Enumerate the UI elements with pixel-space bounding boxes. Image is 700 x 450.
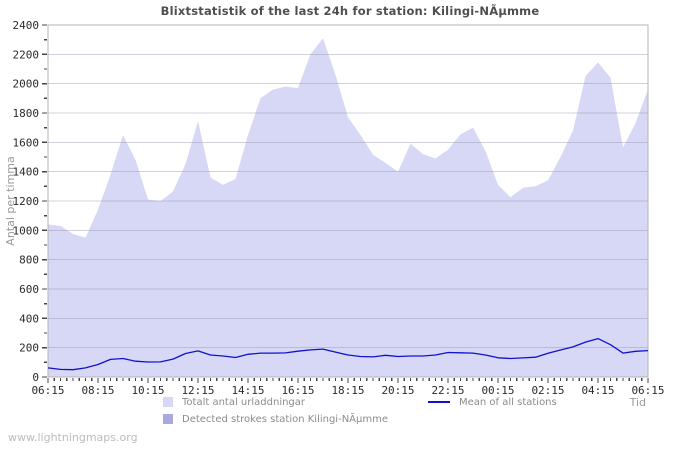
legend-item-total: Totalt antal urladdningar — [163, 396, 305, 408]
svg-text:14:15: 14:15 — [231, 384, 264, 397]
svg-text:16:15: 16:15 — [281, 384, 314, 397]
svg-text:04:15: 04:15 — [581, 384, 614, 397]
svg-text:06:15: 06:15 — [31, 384, 64, 397]
svg-text:08:15: 08:15 — [81, 384, 114, 397]
svg-text:Antal per timma: Antal per timma — [4, 156, 17, 245]
svg-text:00:15: 00:15 — [481, 384, 514, 397]
svg-text:600: 600 — [19, 283, 39, 296]
svg-text:10:15: 10:15 — [131, 384, 164, 397]
legend-label-total: Totalt antal urladdningar — [182, 396, 306, 408]
svg-text:20:15: 20:15 — [381, 384, 414, 397]
legend-item-station: Detected strokes station Kilingi-NÃµmme — [163, 413, 388, 425]
legend-swatch-station-icon — [163, 414, 173, 424]
legend-label-mean: Mean of all stations — [459, 396, 557, 408]
svg-text:02:15: 02:15 — [531, 384, 564, 397]
svg-text:1200: 1200 — [13, 195, 40, 208]
legend-line-mean-icon — [428, 401, 450, 403]
svg-text:1400: 1400 — [13, 166, 40, 179]
svg-text:400: 400 — [19, 312, 39, 325]
svg-text:12:15: 12:15 — [181, 384, 214, 397]
watermark-url: www.lightningmaps.org — [8, 431, 138, 444]
svg-text:2000: 2000 — [13, 78, 40, 91]
svg-text:800: 800 — [19, 254, 39, 267]
svg-text:Tid: Tid — [629, 396, 646, 409]
svg-text:1800: 1800 — [13, 107, 40, 120]
legend-swatch-total-icon — [163, 397, 173, 407]
svg-text:1600: 1600 — [13, 136, 40, 149]
legend-label-station: Detected strokes station Kilingi-NÃµmme — [182, 413, 389, 425]
svg-text:06:15: 06:15 — [631, 384, 664, 397]
svg-text:2200: 2200 — [13, 48, 40, 61]
svg-text:200: 200 — [19, 342, 39, 355]
svg-text:2400: 2400 — [13, 19, 40, 32]
legend-item-mean: Mean of all stations — [428, 396, 557, 408]
svg-text:22:15: 22:15 — [431, 384, 464, 397]
chart-title: Blixtstatistik of the last 24h for stati… — [160, 4, 540, 18]
svg-text:1000: 1000 — [13, 224, 40, 237]
svg-text:0: 0 — [32, 371, 39, 384]
svg-text:18:15: 18:15 — [331, 384, 364, 397]
